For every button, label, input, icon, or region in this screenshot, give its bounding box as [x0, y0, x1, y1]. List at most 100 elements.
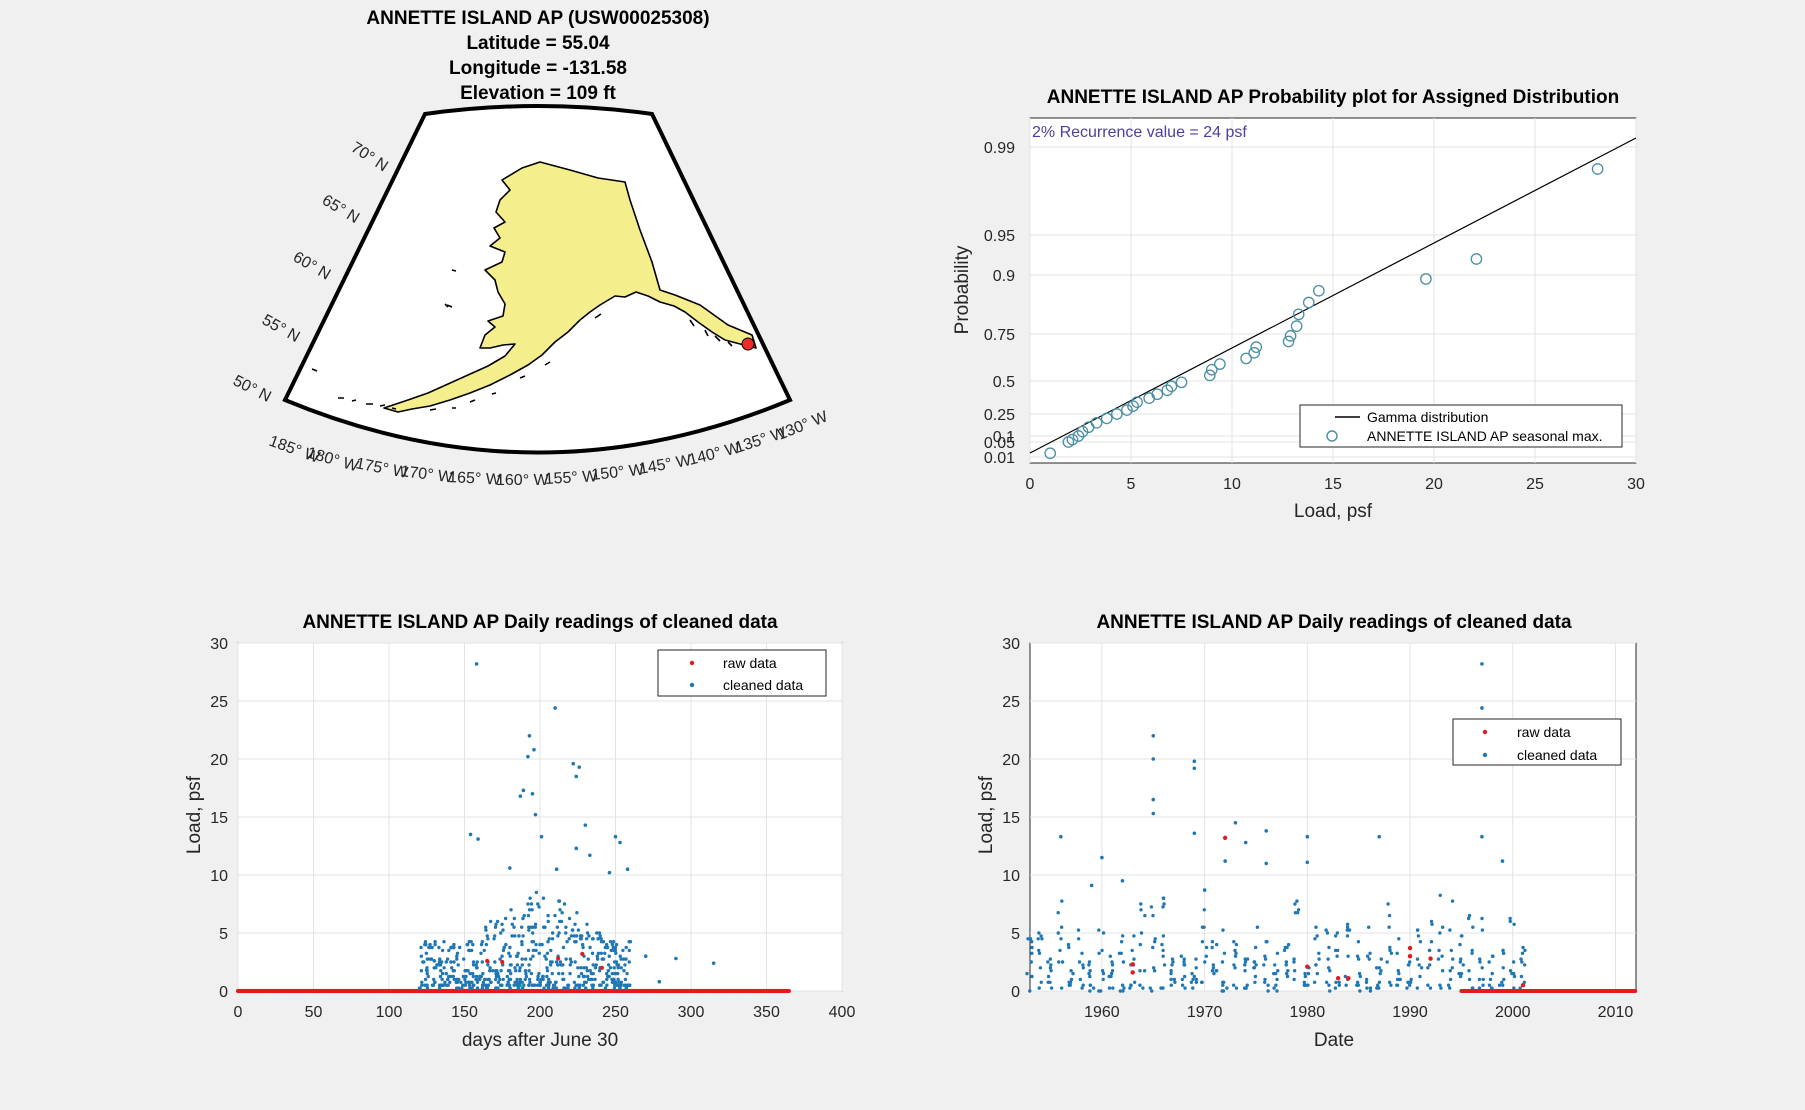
seasonal-max-point: [1420, 273, 1432, 285]
cleaned-data-point: [521, 788, 526, 793]
cleaned-data-point: [538, 983, 543, 987]
cleaned-data-point: [1173, 980, 1177, 984]
cleaned-data-point: [1200, 925, 1205, 929]
cleaned-data-point: [1518, 986, 1522, 990]
raw-data-point: [1554, 989, 1559, 993]
cleaned-data-point: [1182, 974, 1187, 979]
cleaned-data-point: [424, 968, 429, 972]
legend-gamma-label: Gamma distribution: [1367, 409, 1488, 425]
cleaned-data-point: [488, 919, 493, 924]
raw-data-point: [569, 988, 574, 994]
raw-data-point: [1502, 989, 1507, 993]
cleaned-data-point: [1087, 971, 1091, 976]
cleaned-data-point: [1500, 980, 1504, 984]
cleaned-data-point: [1232, 963, 1236, 967]
raw-data-point: [402, 988, 407, 994]
cleaned-data-point: [545, 951, 550, 955]
legend-seasonal-marker: [1326, 430, 1338, 442]
cleaned-data-point: [1151, 966, 1156, 970]
cleaned-data-point: [545, 983, 549, 987]
cleaned-data-point: [1307, 966, 1311, 970]
raw-data-point: [1551, 989, 1556, 993]
raw-data-point: [1604, 989, 1609, 993]
cleaned-data-point: [513, 980, 517, 984]
raw-data-point: [610, 988, 616, 994]
cleaned-data-point: [475, 977, 479, 982]
raw-data-point: [315, 988, 320, 994]
raw-data-point: [351, 988, 357, 994]
raw-data-point: [1582, 989, 1587, 993]
raw-data-point: [1593, 989, 1598, 993]
cleaned-data-point: [465, 942, 469, 947]
cleaned-data-point: [447, 948, 451, 953]
cleaned-data-point: [1324, 928, 1328, 932]
cleaned-data-point: [1214, 942, 1219, 947]
cleaned-data-point: [439, 983, 443, 987]
raw-data-point: [286, 988, 291, 994]
station-map: ANNETTE ISLAND AP (USW00025308) Latitude…: [230, 8, 831, 489]
cleaned-data-point: [456, 963, 460, 967]
lon-label-170: 170° W: [400, 463, 455, 486]
cleaned-data-point: [1406, 980, 1410, 984]
raw-data-point: [1497, 989, 1502, 993]
cleaned-data-point: [1292, 977, 1296, 982]
cleaned-data-point: [1192, 831, 1197, 836]
cleaned-data-point: [507, 983, 512, 987]
cleaned-data-point: [531, 931, 535, 935]
cleaned-data-point: [599, 983, 603, 987]
cleaned-data-point: [1481, 977, 1485, 982]
cleaned-data-point: [1245, 983, 1249, 987]
cleaned-data-point: [1303, 971, 1307, 976]
raw-data-point: [1484, 989, 1489, 993]
raw-data-point: [326, 988, 331, 994]
cleaned-data-point: [559, 919, 564, 924]
cleaned-data-point: [1326, 957, 1330, 961]
raw-data-point: [1594, 989, 1599, 993]
cleaned-data-point: [616, 983, 620, 987]
raw-data-point: [449, 988, 454, 994]
cleaned-data-point: [1519, 957, 1523, 961]
cleaned-data-point: [430, 945, 434, 950]
raw-data-point: [697, 988, 703, 994]
cleaned-data-point: [483, 983, 487, 987]
cleaned-data-point: [1204, 945, 1209, 950]
days-y-tick-label: 25: [210, 694, 228, 711]
probability-y-tick-label: 0.75: [984, 327, 1015, 344]
raw-data-point: [679, 988, 685, 994]
cleaned-data-point: [1189, 980, 1194, 984]
raw-data-point: [629, 988, 634, 994]
cleaned-data-point: [594, 963, 598, 967]
raw-data-point: [1475, 989, 1480, 993]
cleaned-data-point: [624, 986, 629, 990]
cleaned-data-point: [711, 961, 716, 965]
probability-plot-area: [1029, 117, 1637, 464]
cleaned-data-point: [1151, 797, 1156, 802]
cleaned-data-point: [1179, 954, 1184, 958]
cleaned-data-point: [619, 983, 623, 987]
cleaned-data-point: [1180, 983, 1185, 987]
cleaned-data-point: [468, 980, 472, 984]
raw-data-point: [581, 988, 587, 994]
raw-data-point: [708, 988, 714, 994]
cleaned-data-point: [463, 977, 467, 982]
raw-data-point: [533, 988, 538, 994]
raw-data-point: [395, 988, 400, 994]
raw-data-point: [1480, 989, 1485, 993]
raw-data-point: [1580, 989, 1585, 993]
cleaned-data-point: [1389, 951, 1394, 955]
cleaned-data-point: [1335, 931, 1340, 935]
cleaned-data-point: [527, 983, 531, 987]
cleaned-data-point: [1458, 960, 1462, 964]
cleaned-data-point: [1243, 986, 1247, 990]
cleaned-data-point: [573, 986, 577, 990]
cleaned-data-point: [590, 983, 594, 987]
cleaned-data-point: [1511, 960, 1516, 964]
raw-data-point: [1596, 989, 1601, 993]
legend-raw-marker: [689, 660, 695, 666]
cleaned-data-point: [470, 986, 474, 990]
raw-data-point: [520, 988, 525, 994]
raw-data-point: [1615, 989, 1620, 993]
cleaned-data-point: [499, 931, 503, 935]
cleaned-data-point: [492, 934, 497, 938]
raw-data-point: [380, 988, 386, 994]
